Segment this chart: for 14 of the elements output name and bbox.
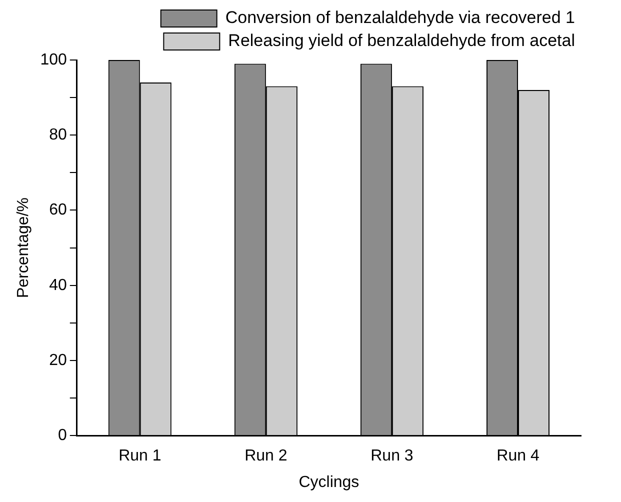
y-tick-label: 100	[40, 51, 67, 68]
x-tick-label: Run 1	[118, 448, 162, 465]
y-tick-label: 20	[49, 352, 67, 369]
x-tick-label: Run 3	[370, 448, 414, 465]
y-tick-label: 60	[49, 202, 67, 219]
x-tick-label: Run 4	[496, 448, 540, 465]
legend-label: Conversion of benzalaldehyde via recovered 1	[225, 8, 576, 28]
y-tick-label: 40	[49, 276, 67, 294]
legend-label: Releasing yield of benzalaldehyde from acetal	[228, 31, 576, 50]
x-tick-label: Run 2	[244, 448, 288, 465]
y-axis-title: Percentage/%	[15, 198, 32, 298]
y-tick-label: 80	[49, 126, 67, 144]
y-tick-label: 0	[58, 427, 67, 444]
x-axis-title: Cyclings	[298, 474, 360, 491]
